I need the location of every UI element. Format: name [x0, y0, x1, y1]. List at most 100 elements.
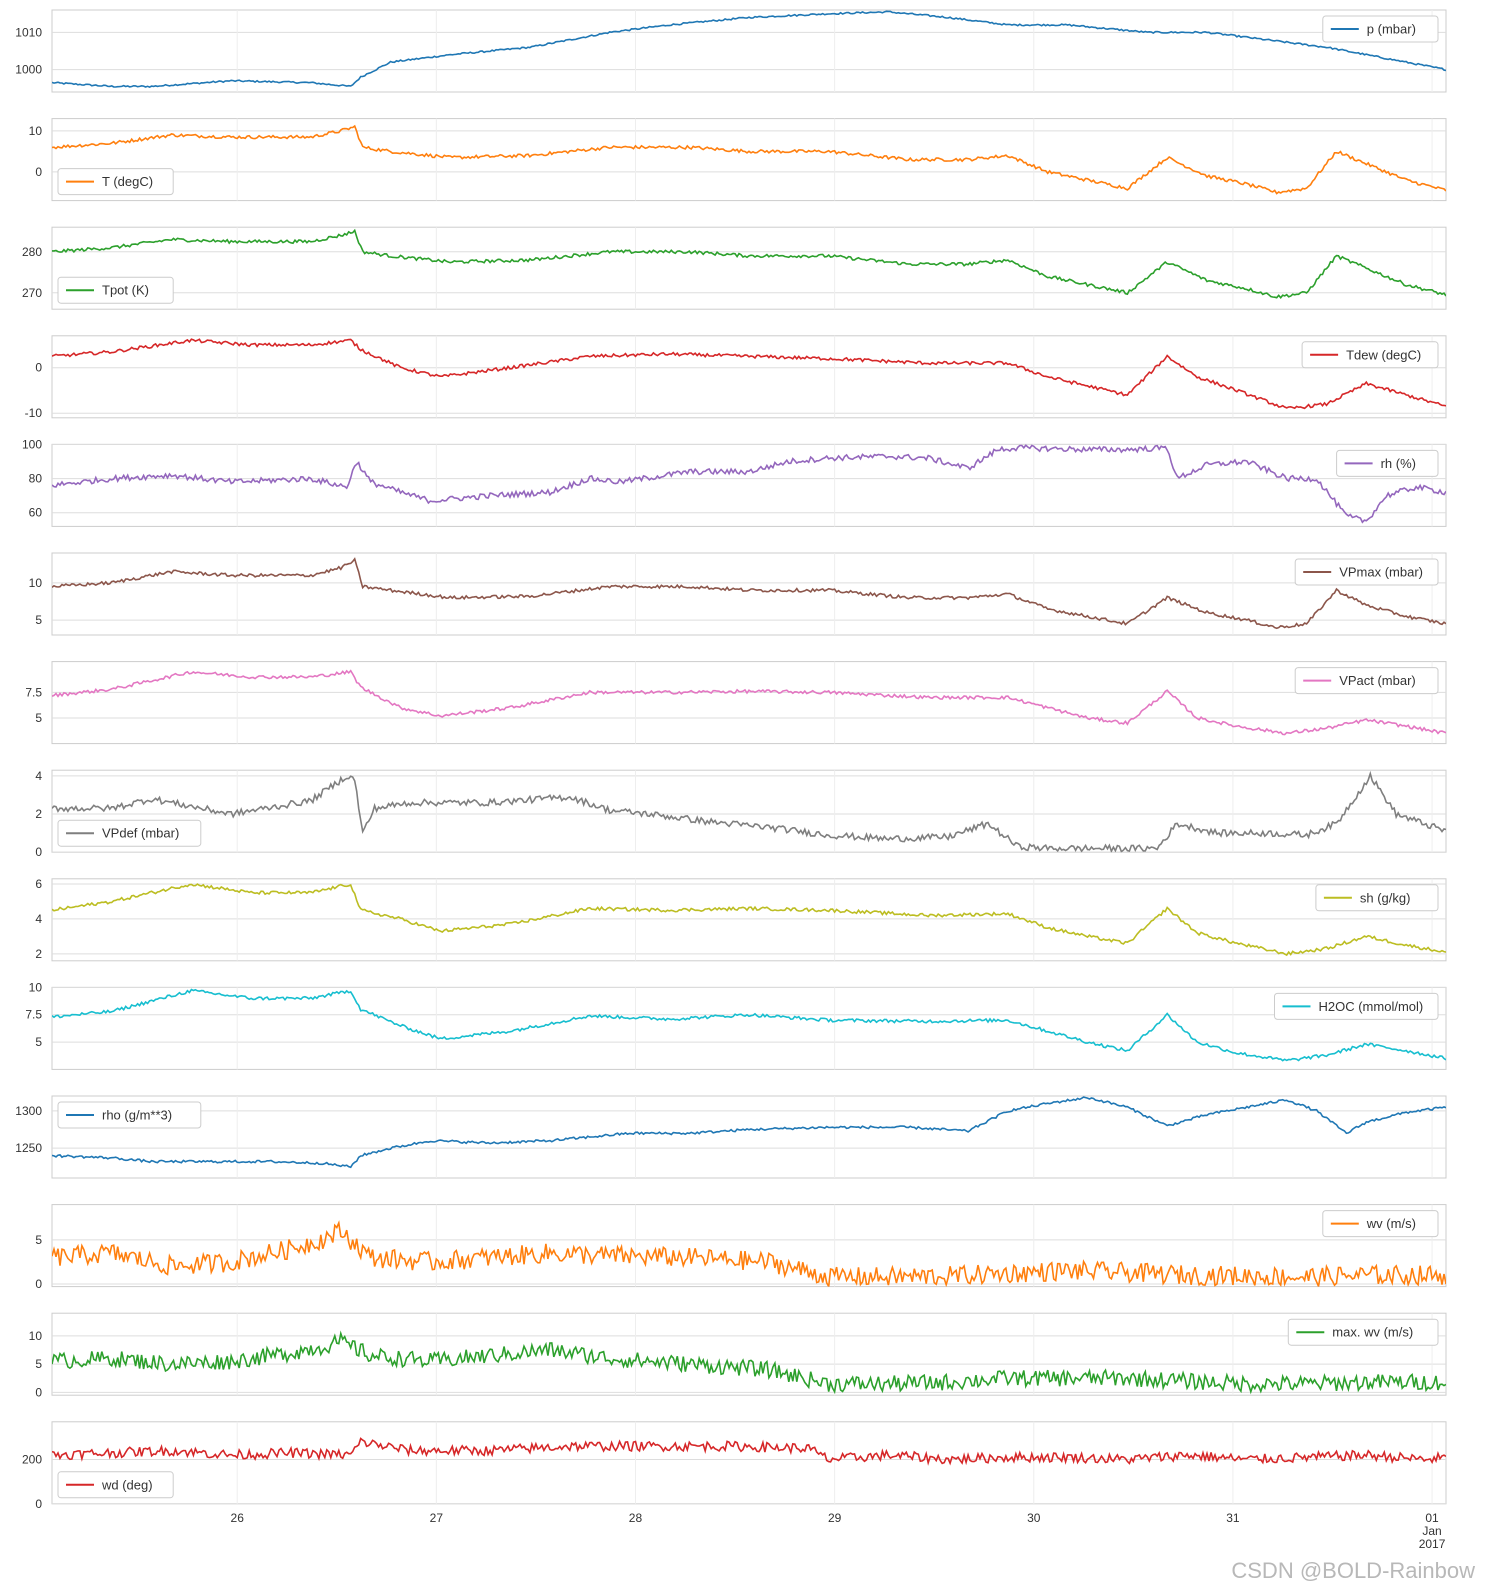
legend-box [1274, 992, 1439, 1020]
series-line [52, 557, 1446, 630]
legend-label: wd (deg) [101, 1477, 153, 1492]
watermark: CSDN @BOLD-Rainbow [1231, 1558, 1475, 1583]
panel-12: 0 5 10 max. wv (m/s) [29, 1312, 1447, 1399]
x-tick-label: 31 [1226, 1511, 1240, 1525]
x-tick-label: 01 Jan 2017 [1419, 1511, 1446, 1551]
legend-box [1315, 884, 1439, 912]
y-tick-label: 0 [35, 165, 42, 179]
legend-box [1322, 15, 1439, 43]
legend: H2OC (mmol/mol) [1274, 992, 1439, 1020]
legend-label: T (degC) [102, 174, 153, 189]
legend-label: sh (g/kg) [1360, 890, 1411, 905]
y-tick-label: 10 [29, 124, 43, 138]
x-tick-label: 30 [1027, 1511, 1041, 1525]
series-line [52, 444, 1446, 524]
y-tick-label: -10 [25, 406, 43, 420]
legend-label: VPmax (mbar) [1339, 565, 1423, 580]
legend-box [57, 819, 202, 847]
y-tick-label: 10 [29, 980, 43, 994]
y-tick-label: 5 [35, 711, 42, 725]
y-tick-label: 280 [22, 245, 42, 259]
series-line [52, 1330, 1446, 1395]
legend-box [1287, 1318, 1439, 1346]
panel-frame [51, 118, 1447, 202]
panel-3: -10 0 Tdew (degC) [25, 335, 1447, 420]
legend-box [57, 276, 174, 304]
legend-box [57, 1471, 174, 1499]
panel-frame [51, 335, 1447, 419]
legend: Tpot (K) [57, 276, 174, 304]
legend: wv (m/s) [1322, 1210, 1439, 1238]
y-tick-label: 4 [35, 912, 42, 926]
panel-frame [51, 769, 1447, 853]
legend-box [1301, 341, 1439, 369]
y-tick-label: 0 [35, 1277, 42, 1291]
legend: VPact (mbar) [1294, 667, 1439, 695]
panel-7: 0 2 4 VPdef (mbar) [35, 769, 1447, 859]
legend-label: rh (%) [1381, 456, 1416, 471]
legend-box [57, 1101, 202, 1129]
legend: T (degC) [57, 168, 174, 196]
legend-label: VPact (mbar) [1339, 673, 1416, 688]
series-line [52, 669, 1446, 736]
y-tick-label: 80 [29, 472, 43, 486]
panel-frame [51, 986, 1447, 1070]
y-tick-label: 0 [35, 845, 42, 859]
y-tick-label: 7.5 [25, 1008, 42, 1022]
legend: max. wv (m/s) [1287, 1318, 1439, 1346]
panel-frame [51, 661, 1447, 745]
panel-6: 5 7.5 VPact (mbar) [25, 661, 1447, 745]
y-tick-label: 7.5 [25, 685, 42, 699]
series-line [52, 770, 1446, 853]
x-tick-line: 26 [231, 1511, 245, 1525]
legend-box [1336, 449, 1439, 477]
panel-frame [51, 1095, 1447, 1179]
legend: sh (g/kg) [1315, 884, 1439, 912]
y-tick-label: 0 [35, 1385, 42, 1399]
panel-9: 5 7.5 10 H2OC (mmol/mol) [25, 980, 1447, 1070]
y-tick-label: 2 [35, 947, 42, 961]
legend-box [1322, 1210, 1439, 1238]
x-tick-line: 30 [1027, 1511, 1041, 1525]
y-tick-label: 1300 [15, 1104, 42, 1118]
panel-frame [51, 1204, 1447, 1288]
y-tick-label: 10 [29, 576, 43, 590]
y-tick-label: 270 [22, 286, 42, 300]
legend-label: Tdew (degC) [1346, 347, 1421, 362]
y-tick-label: 1010 [15, 25, 42, 39]
legend-label: max. wv (m/s) [1332, 1325, 1413, 1340]
legend-label: wv (m/s) [1366, 1216, 1416, 1231]
x-tick-line: 27 [430, 1511, 444, 1525]
series-line [52, 124, 1446, 195]
x-tick-label: 29 [828, 1511, 842, 1525]
series-line [52, 228, 1446, 299]
legend-box [1294, 558, 1439, 586]
x-tick-line: 2017 [1419, 1537, 1446, 1551]
y-tick-label: 200 [22, 1452, 42, 1466]
y-tick-label: 0 [35, 361, 42, 375]
y-tick-label: 5 [35, 1233, 42, 1247]
legend-label: H2OC (mmol/mol) [1319, 999, 1424, 1014]
panel-frame [51, 9, 1447, 93]
panel-10: 1250 1300 rho (g/m**3) [15, 1095, 1447, 1179]
legend-label: rho (g/m**3) [102, 1108, 172, 1123]
x-tick-label: 26 [231, 1511, 245, 1525]
y-tick-label: 1250 [15, 1141, 42, 1155]
legend: p (mbar) [1322, 15, 1439, 43]
series-line [52, 10, 1446, 88]
panel-frame [51, 443, 1447, 527]
y-tick-label: 1000 [15, 63, 42, 77]
x-tick-label: 28 [629, 1511, 643, 1525]
y-tick-label: 60 [29, 506, 43, 520]
panel-13: 0 200 wd (deg) [22, 1421, 1447, 1511]
x-tick-line: 01 [1425, 1511, 1439, 1525]
panel-frame [51, 552, 1447, 636]
panel-4: 60 80 100 rh (%) [22, 437, 1447, 527]
series-line [52, 988, 1446, 1062]
panel-2: 270 280 Tpot (K) [22, 226, 1447, 310]
series-line [52, 338, 1446, 410]
y-tick-label: 4 [35, 769, 42, 783]
legend: wd (deg) [57, 1471, 174, 1499]
